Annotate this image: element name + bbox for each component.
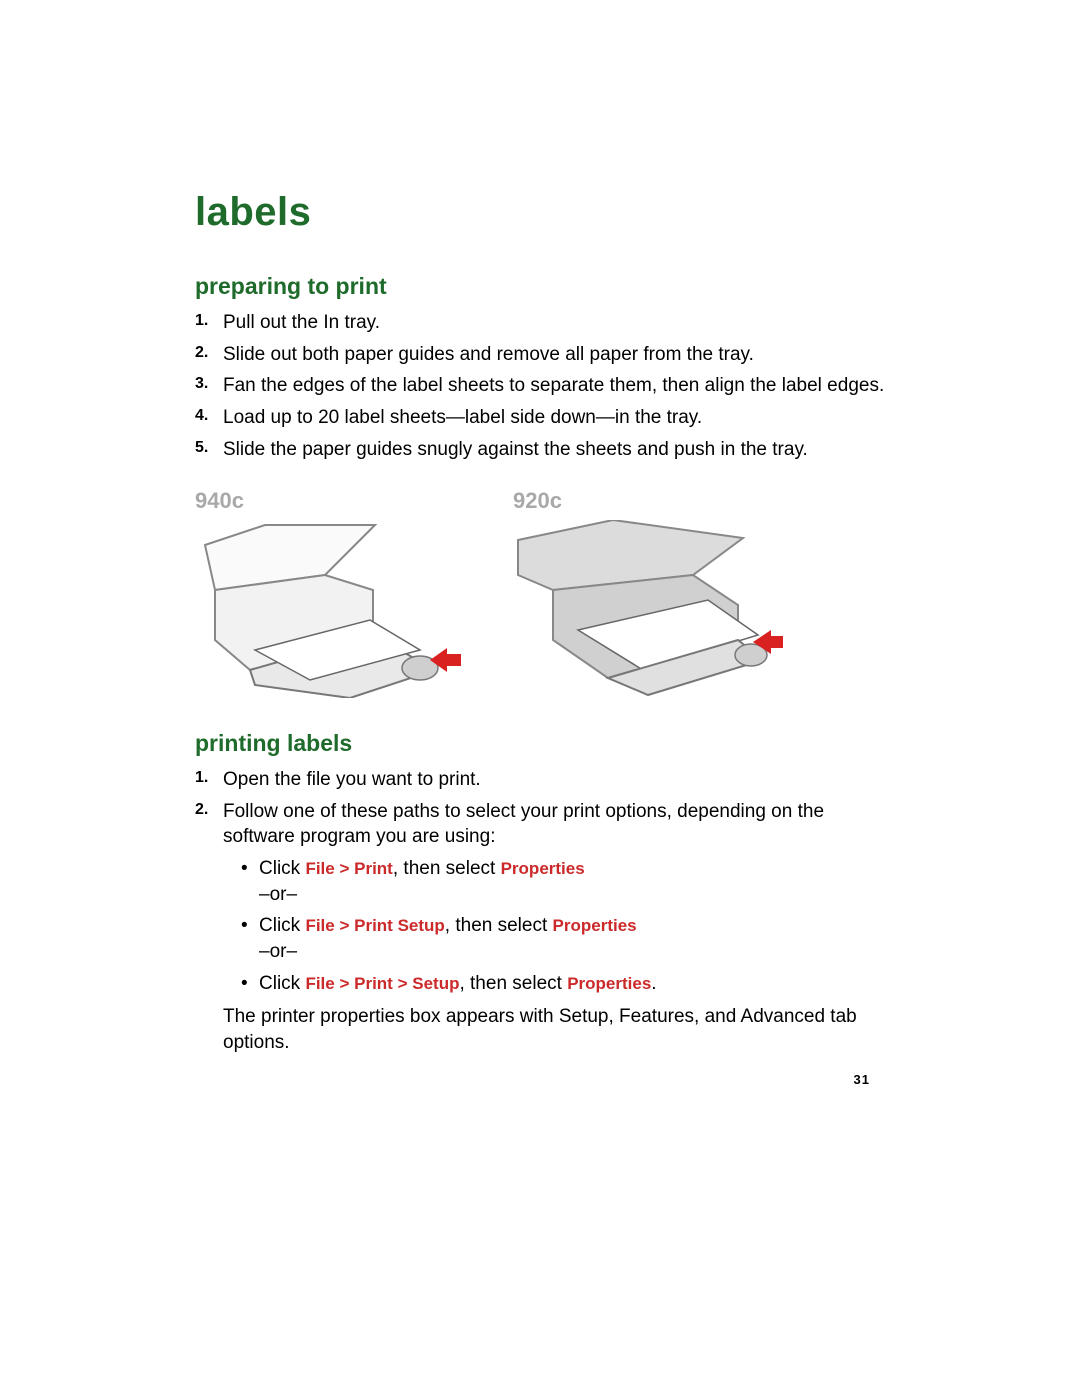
- step-item: Follow one of these paths to select your…: [195, 799, 895, 1056]
- menu-keyword: Properties: [553, 916, 637, 935]
- menu-keyword: Properties: [567, 974, 651, 993]
- menu-path-item: Click File > Print, then select Properti…: [241, 856, 895, 907]
- preparing-steps-list: Pull out the In tray. Slide out both pap…: [195, 310, 895, 462]
- figure-label: 940c: [195, 488, 465, 514]
- printer-figures-row: 940c 920c: [195, 488, 895, 698]
- or-separator: –or–: [259, 884, 297, 905]
- step-item: Load up to 20 label sheets—label side do…: [195, 405, 895, 431]
- menu-keyword: Print: [354, 974, 393, 993]
- printer-tray-illustration-940c: [195, 520, 465, 698]
- menu-keyword: Print: [354, 859, 393, 878]
- page-title: labels: [195, 190, 895, 235]
- figure-940c: 940c: [195, 488, 465, 698]
- figure-label: 920c: [513, 488, 783, 514]
- menu-keyword: File: [305, 974, 334, 993]
- figure-920c: 920c: [513, 488, 783, 698]
- printing-steps-list: Open the file you want to print. Follow …: [195, 767, 895, 1055]
- menu-keyword: Setup: [412, 974, 459, 993]
- menu-path-item: Click File > Print > Setup, then select …: [241, 971, 895, 997]
- menu-keyword: Print Setup: [354, 916, 445, 935]
- step-item: Slide out both paper guides and remove a…: [195, 342, 895, 368]
- page-number: 31: [854, 1072, 870, 1087]
- step-result-text: The printer properties box appears with …: [223, 1004, 895, 1055]
- step-item: Slide the paper guides snugly against th…: [195, 437, 895, 463]
- document-page: labels preparing to print Pull out the I…: [195, 190, 895, 1062]
- printer-tray-illustration-920c: [513, 520, 783, 698]
- step-item: Pull out the In tray.: [195, 310, 895, 336]
- section-heading-preparing: preparing to print: [195, 273, 895, 300]
- menu-path-item: Click File > Print Setup, then select Pr…: [241, 913, 895, 964]
- or-separator: –or–: [259, 941, 297, 962]
- menu-keyword: File: [305, 916, 334, 935]
- section-heading-printing: printing labels: [195, 730, 895, 757]
- menu-keyword: Properties: [501, 859, 585, 878]
- step-item: Open the file you want to print.: [195, 767, 895, 793]
- step-text: Follow one of these paths to select your…: [223, 801, 824, 848]
- menu-keyword: File: [305, 859, 334, 878]
- menu-paths-list: Click File > Print, then select Properti…: [223, 856, 895, 996]
- step-item: Fan the edges of the label sheets to sep…: [195, 373, 895, 399]
